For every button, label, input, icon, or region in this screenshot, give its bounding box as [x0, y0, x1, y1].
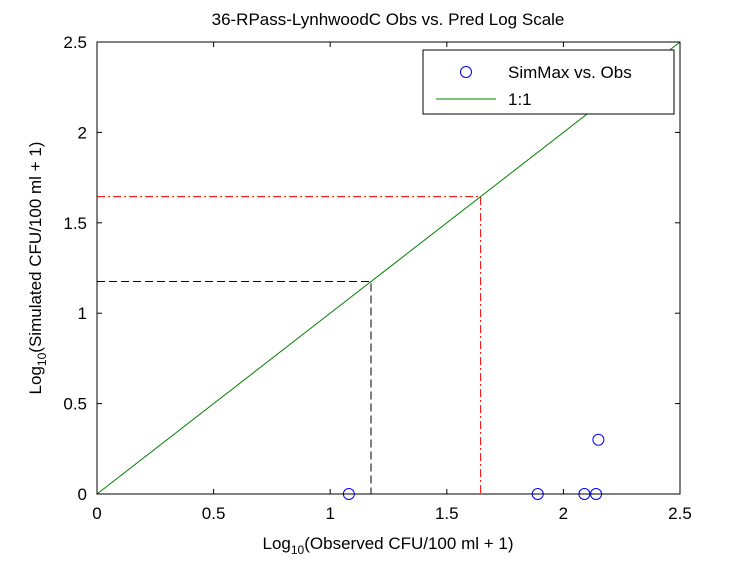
x-tick-label: 0.5 — [202, 504, 226, 523]
legend: SimMax vs. Obs 1:1 — [422, 49, 675, 115]
reference-lines — [97, 196, 482, 494]
y-tick-label: 2 — [78, 123, 87, 142]
y-tick-label: 1 — [78, 304, 87, 323]
y-tick-label: 0 — [78, 485, 87, 504]
x-tick-label: 1.5 — [435, 504, 459, 523]
y-axis-label-prefix: Log — [26, 366, 45, 394]
chart-title: 36-RPass-LynhwoodC Obs vs. Pred Log Scal… — [212, 10, 565, 29]
data-point — [592, 433, 605, 446]
x-tick-label: 2 — [559, 504, 568, 523]
x-axis-label-suffix: (Observed CFU/100 ml + 1) — [304, 534, 513, 553]
y-axis-label: Log10(Simulated CFU/100 ml + 1) — [26, 142, 49, 395]
x-axis-label-prefix: Log — [263, 534, 291, 553]
reference-line-dashed — [97, 281, 372, 494]
y-tick-label: 0.5 — [63, 395, 87, 414]
x-axis-label: Log10(Observed CFU/100 ml + 1) — [263, 534, 514, 557]
x-axis-label-subscript: 10 — [291, 543, 305, 557]
legend-label-simmax: SimMax vs. Obs — [508, 63, 632, 82]
legend-label-one-to-one: 1:1 — [508, 90, 532, 109]
legend-box — [422, 49, 675, 115]
y-tick-label: 2.5 — [63, 33, 87, 52]
x-tick-label: 2.5 — [668, 504, 692, 523]
one-to-one-line — [96, 41, 681, 495]
x-ticks: 0 0.5 1 1.5 2 2.5 — [92, 42, 692, 523]
x-tick-label: 0 — [92, 504, 101, 523]
legend-marker-circle — [460, 66, 472, 78]
plot-area — [96, 41, 681, 495]
y-tick-label: 1.5 — [63, 214, 87, 233]
data-markers — [342, 433, 605, 500]
x-tick-label: 1 — [325, 504, 334, 523]
series-lines — [96, 41, 681, 495]
y-ticks: 0 0.5 1 1.5 2 2.5 — [63, 33, 680, 504]
y-axis-label-suffix: (Simulated CFU/100 ml + 1) — [26, 142, 45, 353]
y-axis-label-subscript: 10 — [35, 352, 49, 366]
reference-line-dashdot — [97, 196, 482, 494]
